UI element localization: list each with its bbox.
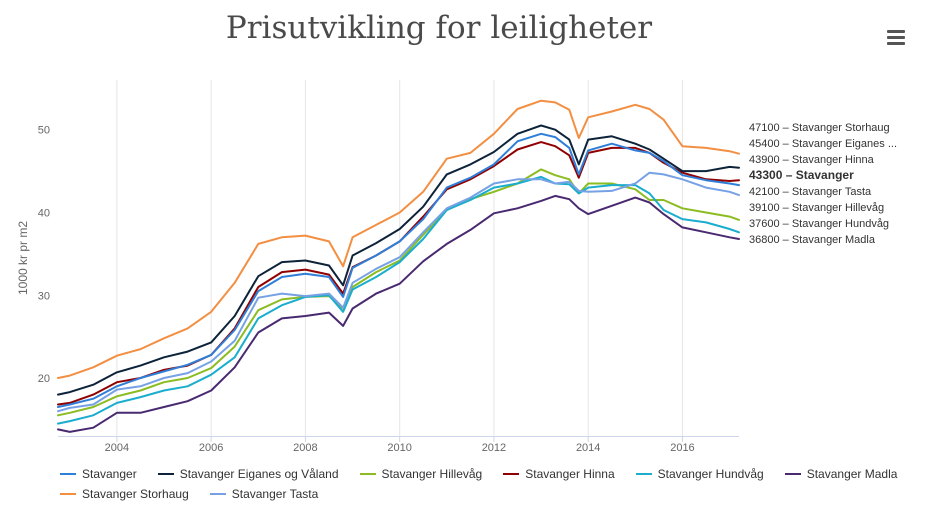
y-tick-label: 50 — [38, 125, 50, 137]
legend-item[interactable]: Stavanger Madla — [784, 466, 898, 481]
legend-item[interactable]: Stavanger Hillevåg — [359, 466, 483, 481]
end-label: 42100 – Stavanger Tasta — [749, 186, 872, 198]
legend-item[interactable]: Stavanger Eiganes og Våland — [157, 466, 339, 481]
legend-item[interactable]: Stavanger Hinna — [503, 466, 615, 481]
x-tick-label: 2006 — [199, 442, 223, 454]
end-label: 43300 – Stavanger — [749, 168, 854, 182]
legend-swatch — [784, 472, 801, 475]
line-chart: 2004 2006 2008 2010 2012 2014 2016 20 30 40 50 1000… — [16, 80, 897, 454]
x-tick-label: 2010 — [387, 442, 411, 454]
series-line-stavanger-eiganes-og-v-land[interactable] — [57, 124, 740, 396]
y-tick-label: 20 — [38, 373, 50, 385]
legend-label: Stavanger Eiganes og Våland — [179, 466, 339, 481]
end-label: 43900 – Stavanger Hinna — [749, 154, 875, 166]
series-layer — [57, 99, 740, 433]
y-tick-label: 30 — [38, 290, 50, 302]
series-line-stavanger[interactable] — [57, 132, 740, 408]
x-tick-label: 2016 — [670, 442, 694, 454]
legend-item[interactable]: Stavanger — [60, 466, 137, 481]
axis-layer: 2004 2006 2008 2010 2012 2014 2016 20 30 40 50 1000… — [16, 125, 739, 454]
x-tick-label: 2012 — [482, 442, 506, 454]
legend-swatch — [359, 472, 376, 475]
y-tick-label: 40 — [38, 207, 50, 219]
series-line-stavanger-madla[interactable] — [57, 194, 740, 433]
legend-label: Stavanger Tasta — [231, 486, 319, 501]
legend-swatch — [60, 492, 76, 495]
series-line-stavanger-tasta[interactable] — [57, 171, 740, 413]
legend-label: Stavanger Storhaug — [82, 486, 189, 501]
legend-swatch — [60, 472, 76, 475]
legend-item[interactable]: Stavanger Hundvåg — [635, 466, 764, 481]
x-tick-label: 2014 — [576, 442, 600, 454]
hamburger-menu-icon[interactable] — [887, 30, 905, 46]
legend: Stavanger Stavanger Eiganes og Våland Stav… — [60, 466, 920, 506]
legend-swatch — [635, 472, 652, 475]
legend-label: Stavanger Hinna — [525, 466, 615, 481]
end-label: 45400 – Stavanger Eiganes ... — [749, 138, 897, 150]
series-line-stavanger-hillev-g[interactable] — [57, 168, 740, 417]
legend-label: Stavanger Madla — [806, 466, 898, 481]
series-line-stavanger-storhaug[interactable] — [57, 99, 740, 379]
end-labels: 47100 – Stavanger Storhaug 45400 – Stavan… — [749, 122, 897, 246]
end-label: 36800 – Stavanger Madla — [749, 234, 876, 246]
x-tick-label: 2008 — [293, 442, 317, 454]
legend-item[interactable]: Stavanger Tasta — [209, 486, 319, 501]
chart-title: Prisutvikling for leiligheter — [225, 10, 653, 46]
grid-lines — [116, 80, 683, 436]
legend-label: Stavanger — [82, 466, 137, 481]
legend-label: Stavanger Hundvåg — [657, 466, 764, 481]
series-line-stavanger-hundv-g[interactable] — [57, 175, 740, 425]
legend-swatch — [209, 492, 226, 495]
y-axis-title: 1000 kr pr m2 — [16, 221, 30, 295]
x-tick-label: 2004 — [105, 442, 129, 454]
legend-swatch — [503, 472, 520, 475]
legend-item[interactable]: Stavanger Storhaug — [60, 486, 189, 501]
legend-label: Stavanger Hillevåg — [381, 466, 483, 481]
legend-swatch — [157, 472, 174, 475]
end-label: 47100 – Stavanger Storhaug — [749, 122, 890, 134]
end-label: 39100 – Stavanger Hillevåg — [749, 202, 884, 214]
end-label: 37600 – Stavanger Hundvåg — [749, 218, 889, 230]
